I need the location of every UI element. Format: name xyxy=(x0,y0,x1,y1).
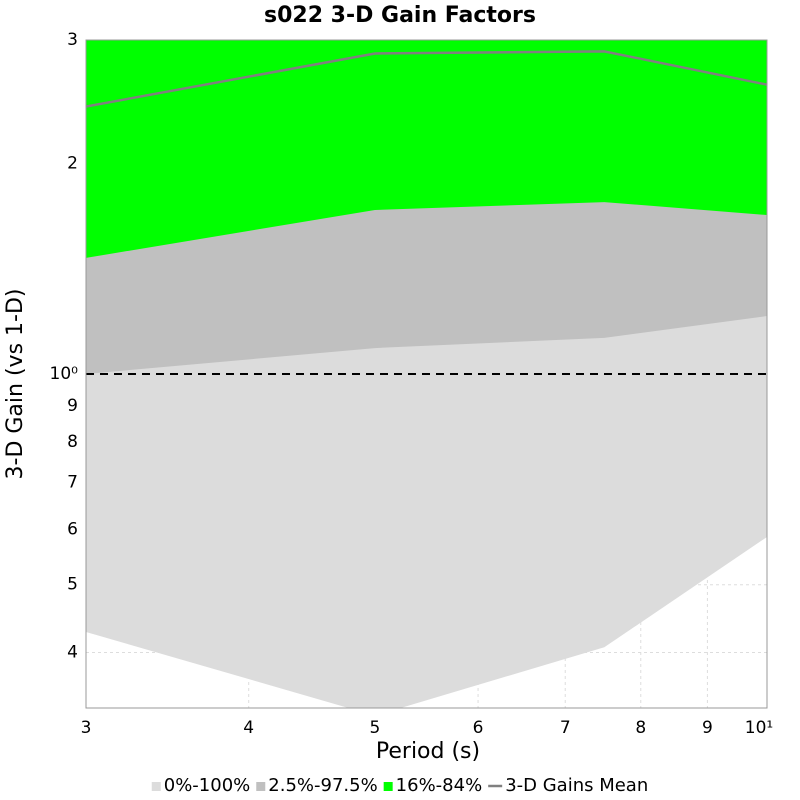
x-tick-label: 5 xyxy=(370,718,381,738)
band-area xyxy=(86,40,767,258)
y-tick-label: 8 xyxy=(67,432,78,452)
x-tick-label: 9 xyxy=(702,718,713,738)
legend-label: 16%-84% xyxy=(396,775,483,796)
y-tick-label: 6 xyxy=(67,519,78,539)
legend-item: 0%-100% xyxy=(151,775,251,796)
legend-item: 2.5%-97.5% xyxy=(256,775,378,796)
legend-label: 2.5%-97.5% xyxy=(268,775,377,796)
y-tick-label: 3 xyxy=(67,30,78,50)
legend-swatch xyxy=(256,782,266,791)
legend: 0%-100% 2.5%-97.5% 16%-84% 3-D Gains Mean xyxy=(151,775,648,796)
x-tick-label: 10¹ xyxy=(745,718,773,738)
x-tick-label: 3 xyxy=(81,718,92,738)
legend-label: 0%-100% xyxy=(164,775,251,796)
plot-frame xyxy=(85,39,768,709)
legend-swatch xyxy=(151,782,161,791)
y-tick-label: 2 xyxy=(67,153,78,173)
mean-line xyxy=(86,50,767,108)
x-axis-label: Period (s) xyxy=(376,739,480,764)
plot-area xyxy=(86,40,767,708)
legend-label: 3-D Gains Mean xyxy=(505,775,648,796)
y-tick-label: 10⁰ xyxy=(50,364,79,384)
y-tick-label: 5 xyxy=(67,575,78,595)
x-tick-label: 7 xyxy=(560,718,571,738)
x-tick-label: 4 xyxy=(243,718,254,738)
legend-item: 3-D Gains Mean xyxy=(488,775,648,796)
ticks: 3 4 5 6 7 8 9 10¹ 4 5 6 7 8 9 10⁰ 2 3 xyxy=(50,30,774,738)
y-tick-label: 4 xyxy=(67,643,78,663)
legend-swatch xyxy=(383,782,393,791)
y-axis-label: 3-D Gain (vs 1-D) xyxy=(3,289,28,480)
y-tick-label: 7 xyxy=(67,472,78,492)
x-tick-label: 6 xyxy=(473,718,484,738)
x-tick-label: 8 xyxy=(635,718,646,738)
y-tick-label: 9 xyxy=(67,396,78,416)
chart-title: s022 3-D Gain Factors xyxy=(264,3,536,28)
legend-item: 16%-84% xyxy=(383,775,483,796)
